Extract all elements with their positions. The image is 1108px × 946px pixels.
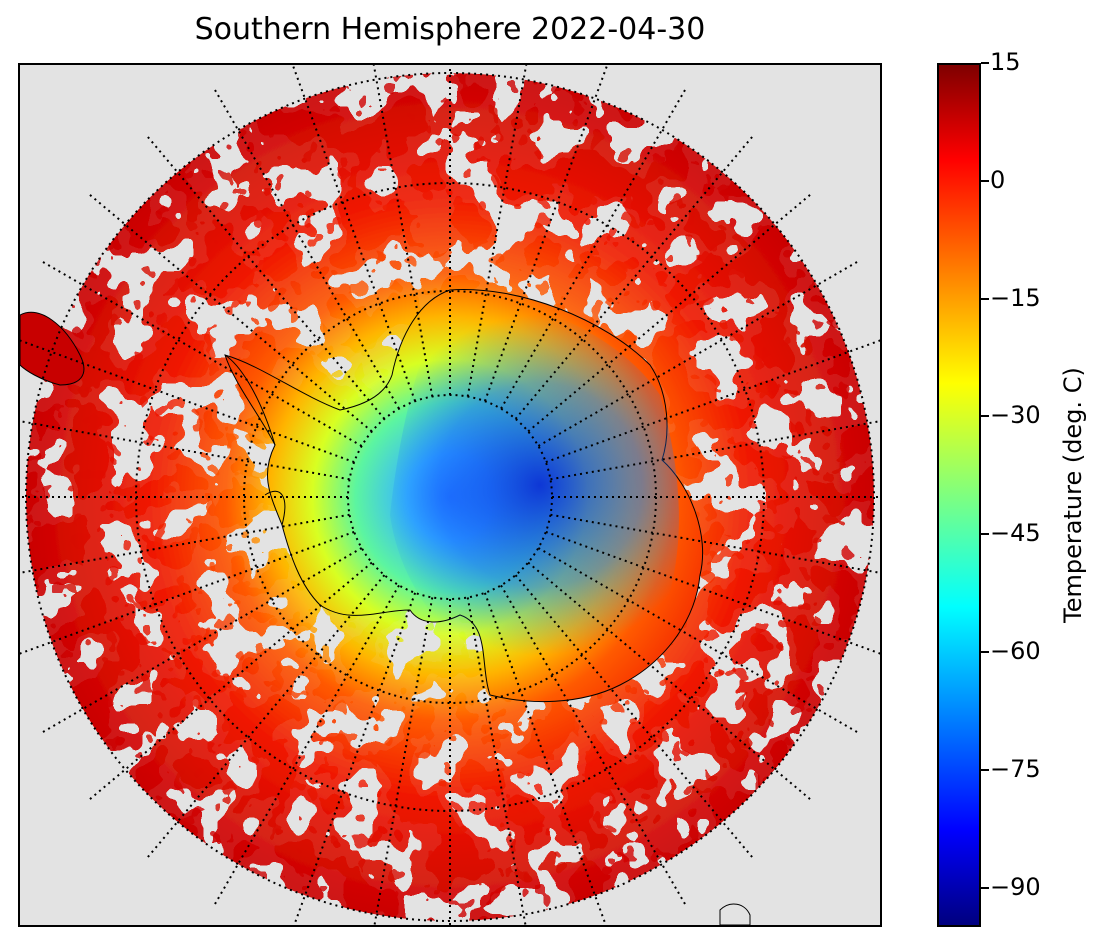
meridian-line: [89, 194, 373, 433]
parallel-circle: [25, 72, 875, 922]
meridian-line: [500, 89, 686, 410]
meridian-line: [42, 547, 363, 733]
polar-map-canvas: [20, 65, 880, 925]
colorbar-tick: [981, 533, 989, 536]
meridian-line: [466, 597, 527, 925]
colorbar-tick: [981, 415, 989, 418]
meridian-line: [291, 65, 417, 402]
colorbar-tick-label: −30: [990, 401, 1041, 430]
colorbar-tick-label: −60: [990, 637, 1041, 666]
colorbar-tick: [981, 651, 989, 654]
meridian-line: [514, 574, 753, 858]
meridian-line: [20, 339, 355, 464]
meridian-line: [527, 561, 811, 800]
meridian-line: [514, 136, 753, 420]
meridian-line: [550, 420, 880, 481]
meridian-line: [89, 561, 373, 800]
meridian-line: [483, 65, 609, 402]
meridian-line: [466, 65, 528, 397]
meridian-line: [20, 513, 350, 574]
meridian-line: [550, 513, 880, 574]
meridian-line: [214, 89, 400, 410]
meridian-line: [373, 597, 434, 925]
meridian-line: [537, 547, 858, 733]
colorbar-tick-label: −45: [990, 519, 1041, 548]
meridians: [20, 65, 880, 925]
meridian-line: [537, 261, 858, 447]
colorbar-tick: [981, 179, 989, 182]
meridian-line: [527, 194, 811, 433]
colorbar-tick-label: 0: [990, 165, 1006, 194]
colorbar-tick: [981, 886, 989, 889]
australia-edge: [719, 903, 751, 925]
colorbar-tick: [981, 768, 989, 771]
colorbar-label: Temperature (deg. C): [1059, 367, 1087, 623]
meridian-line: [147, 136, 386, 420]
coastline-detail: [224, 354, 286, 526]
meridian-line: [42, 261, 363, 447]
meridian-line: [20, 530, 355, 655]
colorbar-tick-label: −15: [990, 283, 1041, 312]
colorbar-tick: [981, 297, 989, 300]
polar-map[interactable]: [18, 63, 882, 927]
antarctic-cold-core: [390, 295, 679, 683]
colorbar: [937, 63, 981, 927]
meridian-line: [483, 592, 607, 925]
colorbar-gradient: [939, 65, 979, 925]
meridian-line: [20, 420, 350, 481]
colorbar-tick-label: 15: [990, 48, 1021, 76]
colorbar-tick-label: −75: [990, 754, 1041, 783]
meridian-line: [372, 65, 434, 397]
meridian-line: [545, 339, 880, 464]
meridian-line: [500, 584, 686, 905]
meridian-line: [214, 584, 400, 905]
colorbar-tick-label: −90: [990, 872, 1041, 901]
colorbar-tick: [981, 62, 989, 64]
meridian-line: [545, 530, 880, 655]
map-title: Southern Hemisphere 2022-04-30: [194, 12, 706, 47]
meridian-line: [147, 574, 386, 858]
meridian-line: [293, 592, 417, 925]
